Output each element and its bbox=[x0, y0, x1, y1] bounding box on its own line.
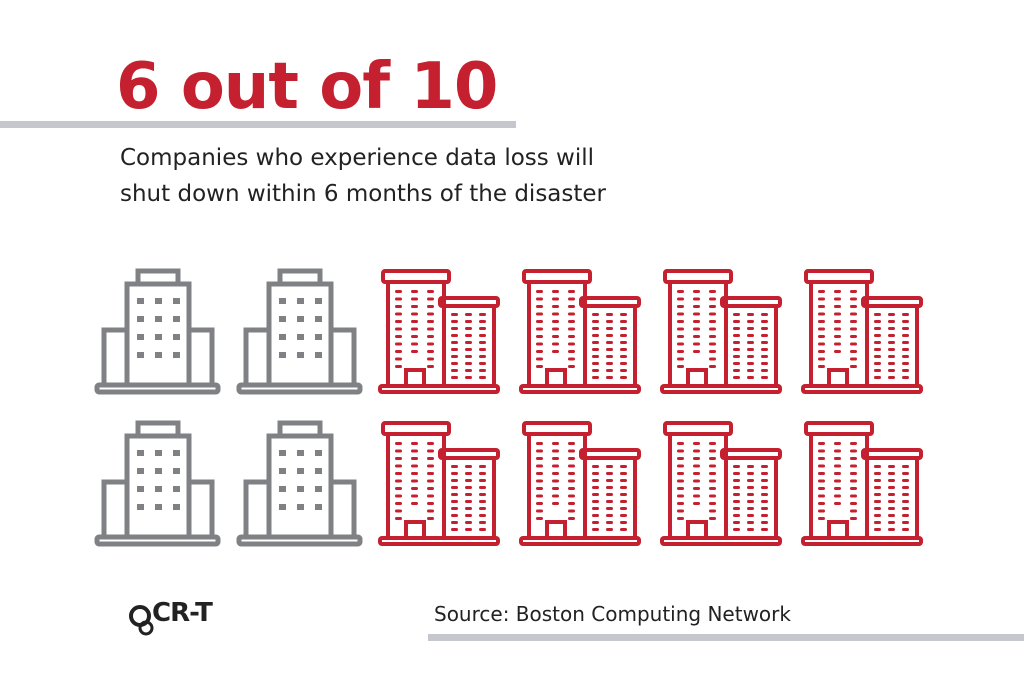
subtitle-line: shut down within 6 months of the disaste… bbox=[120, 181, 607, 207]
gear bbox=[138, 620, 154, 636]
headline: 6 out of 10 bbox=[116, 50, 498, 124]
subtitle-line: Companies who experience data loss will bbox=[120, 145, 595, 171]
logo: CR-T bbox=[152, 598, 213, 628]
source: Source: Boston Computing Network bbox=[434, 602, 791, 626]
divider bbox=[428, 634, 1024, 641]
divider bbox=[0, 121, 516, 128]
